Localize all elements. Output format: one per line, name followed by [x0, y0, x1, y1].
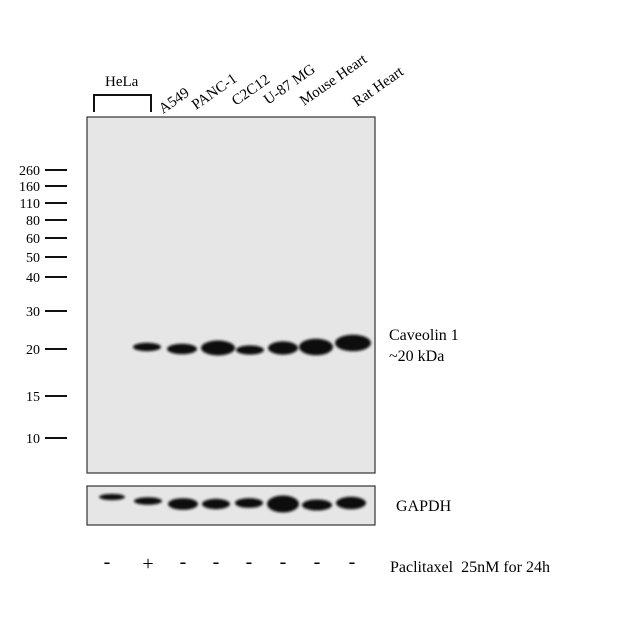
caveolin-band-lane-2 — [133, 342, 161, 352]
mw-label-15: 15 — [26, 390, 40, 405]
caveolin-bands — [133, 334, 371, 356]
treatment-lane-4: - — [213, 551, 220, 573]
lane-label-a549: A549 — [156, 85, 192, 117]
lane-labels: HeLa A549 PANC-1 C2C12 U-87 MG Mouse Hea… — [93, 51, 407, 117]
gapdh-band-lane-6 — [267, 495, 299, 513]
target-size: ~20 kDa — [389, 348, 444, 365]
treatment-lane-8: - — [349, 551, 356, 573]
mw-label-30: 30 — [26, 305, 40, 320]
treatment-lane-1: - — [104, 551, 111, 573]
treatment-lane-5: - — [246, 551, 253, 573]
treatment-lane-3: - — [180, 551, 187, 573]
caveolin-band-lane-3 — [167, 343, 197, 355]
mw-label-50: 50 — [26, 251, 40, 266]
caveolin-band-lane-8 — [335, 334, 371, 352]
lane-group-label-hela: HeLa — [105, 74, 139, 90]
gapdh-band-lane-7 — [302, 499, 332, 511]
treatment-lane-7: - — [314, 551, 321, 573]
main-blot-panel — [86, 116, 376, 474]
treatment-label: Paclitaxel 25nM for 24h — [390, 559, 550, 576]
gapdh-band-lane-2 — [134, 497, 162, 505]
caveolin-band-lane-6 — [268, 341, 298, 355]
mw-label-160: 160 — [19, 180, 40, 195]
gapdh-band-lane-3 — [168, 498, 198, 510]
gapdh-band-lane-4 — [202, 498, 230, 510]
gapdh-band-lane-1 — [99, 493, 125, 501]
loading-control-label: GAPDH — [396, 498, 452, 515]
mw-label-110: 110 — [20, 197, 40, 212]
hela-bracket — [93, 94, 152, 112]
mw-label-80: 80 — [26, 214, 40, 229]
gapdh-band-lane-5 — [235, 498, 263, 508]
mw-label-20: 20 — [26, 343, 40, 358]
mw-marker-ladder: 260 160 110 80 60 50 40 30 20 15 10 — [19, 164, 67, 447]
lane-label-panc-1: PANC-1 — [189, 71, 240, 113]
treatment-lane-2: + — [142, 553, 153, 575]
target-name: Caveolin 1 — [389, 327, 459, 344]
mw-label-60: 60 — [26, 232, 40, 247]
caveolin-band-lane-7 — [299, 338, 333, 356]
mw-label-40: 40 — [26, 271, 40, 286]
treatment-row: - + - - - - - - — [104, 551, 356, 575]
gapdh-band-lane-8 — [336, 496, 366, 510]
mw-label-260: 260 — [19, 164, 40, 179]
gapdh-bands — [99, 493, 366, 513]
caveolin-band-lane-4 — [201, 340, 235, 356]
treatment-lane-6: - — [280, 551, 287, 573]
caveolin-band-lane-5 — [236, 345, 264, 355]
mw-label-10: 10 — [26, 432, 40, 447]
